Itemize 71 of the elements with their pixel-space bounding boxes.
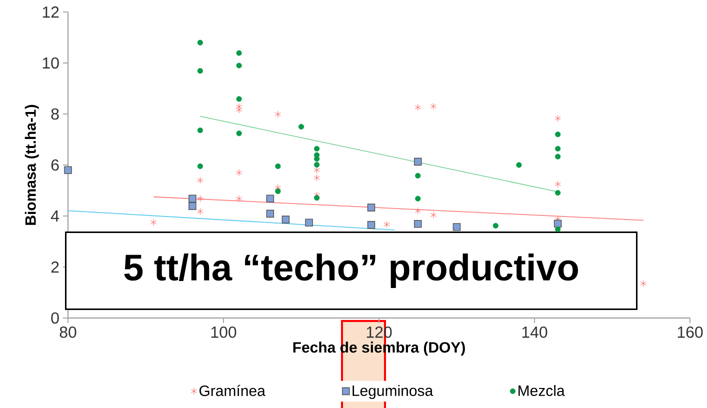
point bbox=[236, 169, 242, 176]
point bbox=[197, 176, 204, 184]
point bbox=[236, 96, 242, 102]
point bbox=[197, 128, 203, 134]
point bbox=[555, 146, 561, 152]
point bbox=[236, 62, 242, 68]
point bbox=[298, 124, 304, 130]
point bbox=[305, 218, 313, 227]
point bbox=[197, 68, 203, 74]
point bbox=[275, 163, 281, 170]
point bbox=[197, 195, 204, 202]
point bbox=[275, 188, 281, 194]
point bbox=[640, 280, 646, 288]
y-tick-label: 0 bbox=[51, 312, 59, 324]
legend-label: Leguminosa bbox=[352, 384, 434, 399]
point bbox=[197, 163, 203, 170]
y-tick-label: 8 bbox=[51, 108, 59, 120]
point bbox=[415, 196, 421, 202]
point bbox=[266, 194, 274, 203]
point bbox=[314, 166, 320, 174]
y-tick-label: 4 bbox=[50, 210, 60, 222]
point bbox=[274, 110, 281, 118]
y-tick-label: 2 bbox=[51, 261, 59, 273]
point bbox=[452, 223, 461, 231]
point bbox=[266, 210, 274, 218]
point bbox=[430, 102, 436, 110]
y-tick-label: 12 bbox=[42, 6, 59, 18]
point bbox=[197, 40, 203, 46]
point bbox=[236, 130, 242, 136]
point bbox=[430, 212, 436, 218]
point bbox=[64, 166, 72, 174]
point bbox=[384, 220, 390, 228]
point bbox=[414, 104, 421, 111]
point bbox=[197, 208, 204, 215]
point bbox=[367, 204, 376, 212]
point bbox=[555, 132, 561, 138]
point bbox=[555, 190, 561, 196]
point bbox=[314, 174, 320, 182]
y-tick-label: 6 bbox=[51, 159, 59, 171]
x-tick-label: 140 bbox=[522, 326, 548, 338]
point bbox=[314, 195, 320, 201]
y-axis-title: Biomasa (tt.ha-1) bbox=[24, 104, 39, 225]
x-tick-label: 80 bbox=[60, 326, 76, 338]
point bbox=[314, 146, 320, 152]
point bbox=[282, 216, 290, 224]
point bbox=[555, 226, 561, 232]
point bbox=[554, 180, 561, 188]
point bbox=[236, 106, 242, 114]
point bbox=[492, 222, 498, 228]
x-tick-label: 100 bbox=[211, 326, 236, 338]
point bbox=[188, 202, 196, 210]
point bbox=[554, 114, 561, 122]
point bbox=[188, 194, 196, 203]
y-tick-label: 10 bbox=[42, 57, 59, 69]
point bbox=[554, 220, 562, 228]
legend-label: Mezcla bbox=[518, 384, 565, 396]
point bbox=[314, 162, 320, 168]
point bbox=[516, 162, 522, 168]
x-tick-label: 160 bbox=[678, 326, 703, 338]
point bbox=[236, 195, 242, 202]
legend-label: Gramínea bbox=[199, 384, 266, 396]
point bbox=[414, 158, 422, 166]
point bbox=[367, 221, 376, 229]
point bbox=[415, 172, 421, 179]
point bbox=[236, 103, 242, 110]
point bbox=[414, 207, 421, 214]
point bbox=[150, 218, 157, 226]
annotation: 5 tt/ha “techo” productivo bbox=[124, 254, 578, 288]
point bbox=[414, 220, 422, 228]
point bbox=[555, 154, 561, 160]
point bbox=[236, 50, 242, 56]
